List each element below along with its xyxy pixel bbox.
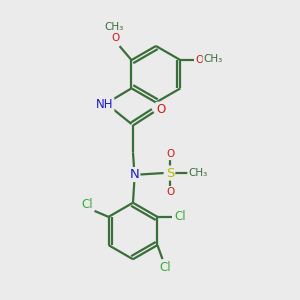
Text: Cl: Cl xyxy=(81,199,93,212)
Text: O: O xyxy=(166,149,174,159)
Text: CH₃: CH₃ xyxy=(203,54,223,64)
Text: NH: NH xyxy=(96,98,113,111)
Text: O: O xyxy=(157,103,166,116)
Text: CH₃: CH₃ xyxy=(104,22,123,32)
Text: O: O xyxy=(166,187,174,197)
Text: N: N xyxy=(130,168,139,181)
Text: S: S xyxy=(166,167,174,179)
Text: Cl: Cl xyxy=(175,210,186,224)
Text: Cl: Cl xyxy=(159,262,171,275)
Text: O: O xyxy=(111,33,119,43)
Text: O: O xyxy=(196,55,204,65)
Text: CH₃: CH₃ xyxy=(188,168,207,178)
